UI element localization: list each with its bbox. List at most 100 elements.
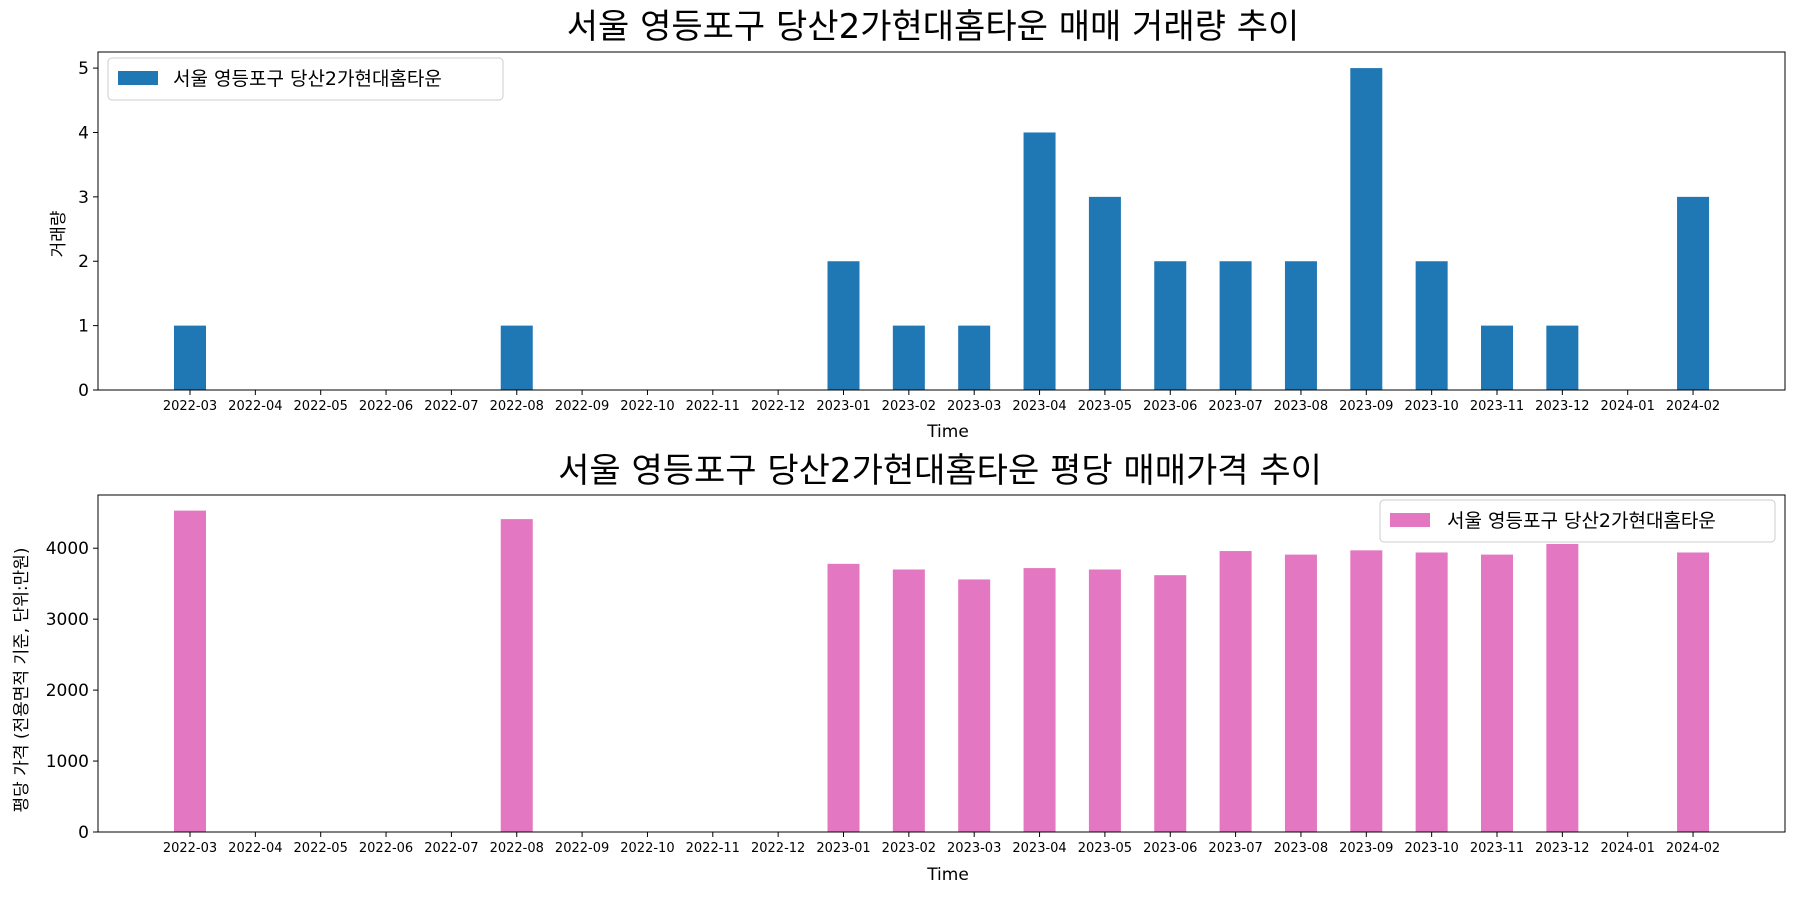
x-tick-label: 2022-11 (686, 399, 740, 414)
x-tick-label: 2023-05 (1078, 841, 1132, 856)
bar-2023-02 (892, 569, 925, 832)
bar-2023-10 (1415, 261, 1448, 390)
x-tick-label: 2023-09 (1339, 841, 1393, 856)
bar-2024-02 (1677, 196, 1710, 390)
bar-2023-12 (1546, 325, 1579, 390)
bar-2023-05 (1088, 196, 1121, 390)
legend: 서울 영등포구 당산2가현대홈타운 (1379, 499, 1776, 543)
x-tick-label: 2023-12 (1535, 841, 1589, 856)
bar-2023-08 (1284, 261, 1317, 390)
y-axis-label: 평당 가격 (전용면적 기준, 단위:만원) (12, 548, 32, 813)
x-tick-label: 2022-07 (424, 399, 478, 414)
bar-2023-01 (827, 261, 860, 390)
chart-title: 서울 영등포구 당산2가현대홈타운 평당 매매가격 추이 (558, 451, 1322, 491)
legend: 서울 영등포구 당산2가현대홈타운 (107, 57, 504, 101)
x-tick-label: 2023-06 (1143, 399, 1197, 414)
y-tick-label: 2000 (46, 681, 89, 701)
bar-2023-08 (1284, 554, 1317, 832)
x-axis-label: Time (926, 865, 969, 885)
bar-2023-11 (1481, 554, 1513, 832)
bar-2023-07 (1219, 261, 1252, 390)
x-tick-label: 2022-06 (359, 399, 413, 414)
bar-2023-06 (1154, 575, 1187, 832)
bar-2024-02 (1677, 552, 1710, 832)
x-ticks: 2022-03 2022-04 2022-05 2022-06 2022-07 2022-… (163, 832, 1720, 856)
bar-2023-05 (1088, 569, 1121, 832)
y-tick-label: 3 (78, 188, 89, 208)
y-ticks: 0 1000 2000 3000 4000 (46, 539, 98, 843)
x-tick-label: 2023-04 (1012, 399, 1066, 414)
y-tick-label: 0 (78, 823, 89, 843)
x-tick-label: 2022-09 (555, 841, 609, 856)
x-tick-label: 2022-07 (424, 841, 478, 856)
x-tick-label: 2022-05 (294, 399, 348, 414)
x-tick-label: 2023-09 (1339, 399, 1393, 414)
bar-2022-03 (174, 325, 206, 390)
bar-2023-03 (958, 325, 991, 390)
x-tick-label: 2022-12 (751, 841, 805, 856)
bar-2023-09 (1350, 550, 1383, 832)
chart-volume: 서울 영등포구 당산2가현대홈타운 매매 거래량 추이 거래량 Time 0 1 2… (49, 7, 1786, 442)
y-axis-label: 거래량 (49, 210, 69, 257)
bar-2023-04 (1023, 132, 1056, 391)
y-tick-label: 4 (78, 123, 89, 143)
bar-2023-11 (1481, 325, 1513, 390)
x-tick-label: 2023-08 (1274, 399, 1328, 414)
x-tick-label: 2023-01 (816, 841, 870, 856)
bar-2023-12 (1546, 543, 1579, 832)
x-tick-label: 2024-02 (1666, 841, 1720, 856)
plot-frame (97, 51, 1786, 391)
bar-2022-08 (500, 325, 533, 390)
x-tick-label: 2023-12 (1535, 399, 1589, 414)
x-tick-label: 2023-03 (947, 841, 1001, 856)
x-tick-label: 2023-05 (1078, 399, 1132, 414)
x-tick-label: 2023-11 (1470, 399, 1524, 414)
bar-2023-01 (827, 563, 860, 832)
plot-frame (97, 494, 1786, 833)
bar-2023-04 (1023, 568, 1056, 832)
y-tick-label: 3000 (46, 610, 89, 630)
x-tick-label: 2024-01 (1601, 841, 1655, 856)
y-tick-label: 0 (78, 381, 89, 401)
bar-2022-03 (174, 510, 206, 832)
x-tick-label: 2022-11 (686, 841, 740, 856)
bars (174, 68, 1710, 391)
legend-label: 서울 영등포구 당산2가현대홈타운 (1447, 510, 1716, 532)
x-tick-label: 2023-10 (1404, 399, 1458, 414)
x-tick-label: 2022-12 (751, 399, 805, 414)
x-tick-label: 2023-08 (1274, 841, 1328, 856)
x-tick-label: 2022-10 (620, 841, 674, 856)
x-tick-label: 2023-11 (1470, 841, 1524, 856)
bar-2023-09 (1350, 68, 1383, 390)
x-tick-label: 2023-10 (1404, 841, 1458, 856)
x-tick-label: 2022-04 (228, 399, 282, 414)
x-tick-label: 2022-06 (359, 841, 413, 856)
x-tick-label: 2022-08 (490, 841, 544, 856)
x-tick-label: 2022-03 (163, 399, 217, 414)
x-tick-label: 2022-03 (163, 841, 217, 856)
x-axis-label: Time (926, 422, 969, 442)
x-tick-label: 2023-02 (882, 841, 936, 856)
y-tick-label: 1000 (46, 752, 89, 772)
chart-price: 서울 영등포구 당산2가현대홈타운 평당 매매가격 추이 평당 가격 (전용면적… (12, 451, 1786, 885)
x-tick-label: 2023-04 (1012, 841, 1066, 856)
bars (174, 510, 1710, 832)
x-tick-label: 2022-09 (555, 399, 609, 414)
x-tick-label: 2024-02 (1666, 399, 1720, 414)
bar-2023-06 (1154, 261, 1187, 390)
legend-label: 서울 영등포구 당산2가현대홈타운 (173, 68, 442, 90)
y-tick-label: 5 (78, 59, 89, 79)
chart-title: 서울 영등포구 당산2가현대홈타운 매매 거래량 추이 (567, 7, 1300, 47)
legend-box (1379, 499, 1776, 543)
legend-swatch (118, 71, 158, 85)
x-tick-label: 2022-05 (294, 841, 348, 856)
y-ticks: 0 1 2 3 4 5 (78, 59, 98, 401)
x-tick-label: 2023-07 (1208, 841, 1262, 856)
x-tick-label: 2024-01 (1601, 399, 1655, 414)
x-tick-label: 2023-03 (947, 399, 1001, 414)
y-tick-label: 2 (78, 252, 89, 272)
x-tick-label: 2022-10 (620, 399, 674, 414)
bar-2023-03 (958, 579, 991, 832)
bar-2022-08 (500, 519, 533, 832)
